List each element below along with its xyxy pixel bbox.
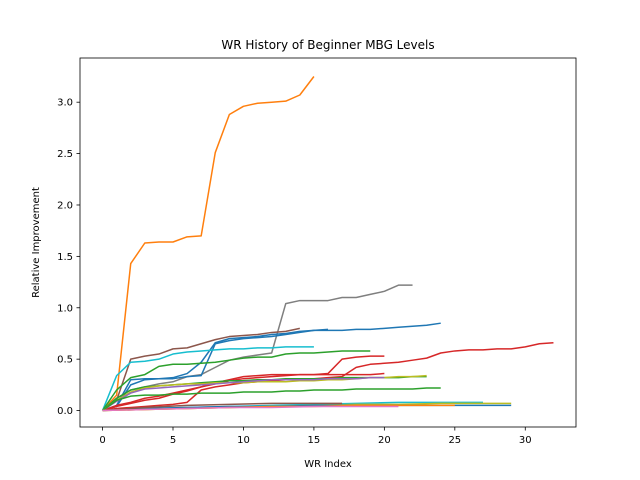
x-tick-label: 30	[519, 435, 532, 446]
y-tick-label: 1.5	[57, 252, 73, 263]
y-tick-label: 0.5	[57, 355, 73, 366]
series-line-1	[101, 76, 315, 412]
series-line-18	[102, 402, 343, 412]
plot-frame	[79, 57, 577, 428]
x-tick-label: 25	[448, 435, 461, 446]
y-tick-label: 3.0	[57, 98, 73, 109]
y-tick-label: 1.0	[57, 303, 73, 314]
series-line-7	[101, 350, 371, 411]
series-line-3	[102, 327, 300, 412]
series-line-6	[101, 346, 314, 411]
y-axis-label: Relative Improvement	[31, 187, 42, 298]
series-line-13	[102, 376, 385, 412]
x-tick-label: 0	[99, 435, 105, 446]
x-tick-label: 15	[308, 435, 321, 446]
y-tick-label: 2.0	[57, 200, 73, 211]
y-axis: 0.0 0.5 1.0 1.5 2.0 2.5 3.0	[57, 98, 80, 417]
x-axis-label: WR Index	[304, 459, 352, 470]
y-tick-label: 0.0	[57, 406, 73, 417]
series-line-2	[102, 284, 413, 412]
series-line-10	[102, 372, 385, 412]
series-line-14	[102, 387, 441, 412]
chart-title: WR History of Beginner MBG Levels	[221, 38, 434, 52]
series-line-9	[102, 355, 385, 412]
y-tick-label: 2.5	[57, 149, 73, 160]
x-axis: 0 5 10 15 20 25 30	[99, 427, 532, 446]
series-line-20	[102, 405, 399, 412]
plot-lines	[101, 76, 554, 412]
x-tick-label: 5	[170, 435, 176, 446]
series-line-8	[102, 341, 554, 412]
x-tick-label: 20	[378, 435, 391, 446]
series-line-5	[102, 328, 329, 412]
x-tick-label: 10	[237, 435, 250, 446]
